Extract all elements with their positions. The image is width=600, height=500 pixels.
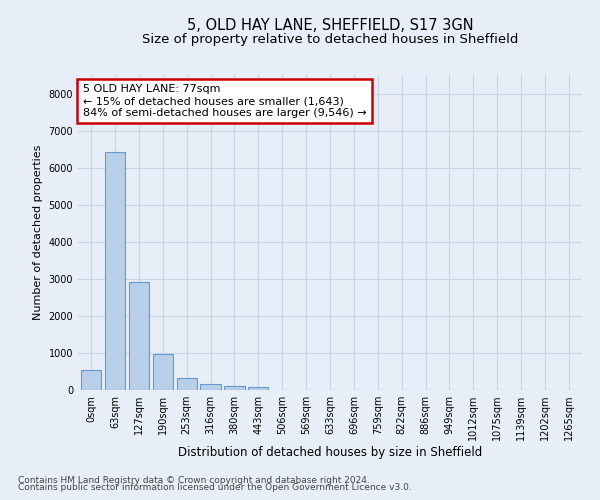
Bar — [81, 370, 101, 390]
Bar — [200, 384, 221, 390]
Bar — [152, 354, 173, 390]
Bar — [129, 282, 149, 390]
Bar — [248, 388, 268, 390]
X-axis label: Distribution of detached houses by size in Sheffield: Distribution of detached houses by size … — [178, 446, 482, 459]
Text: 5 OLD HAY LANE: 77sqm
← 15% of detached houses are smaller (1,643)
84% of semi-d: 5 OLD HAY LANE: 77sqm ← 15% of detached … — [83, 84, 367, 117]
Y-axis label: Number of detached properties: Number of detached properties — [33, 145, 43, 320]
Bar — [224, 386, 245, 390]
Text: Size of property relative to detached houses in Sheffield: Size of property relative to detached ho… — [142, 32, 518, 46]
Text: Contains public sector information licensed under the Open Government Licence v3: Contains public sector information licen… — [18, 484, 412, 492]
Text: 5, OLD HAY LANE, SHEFFIELD, S17 3GN: 5, OLD HAY LANE, SHEFFIELD, S17 3GN — [187, 18, 473, 32]
Bar — [105, 152, 125, 390]
Bar — [176, 378, 197, 390]
Text: Contains HM Land Registry data © Crown copyright and database right 2024.: Contains HM Land Registry data © Crown c… — [18, 476, 370, 485]
